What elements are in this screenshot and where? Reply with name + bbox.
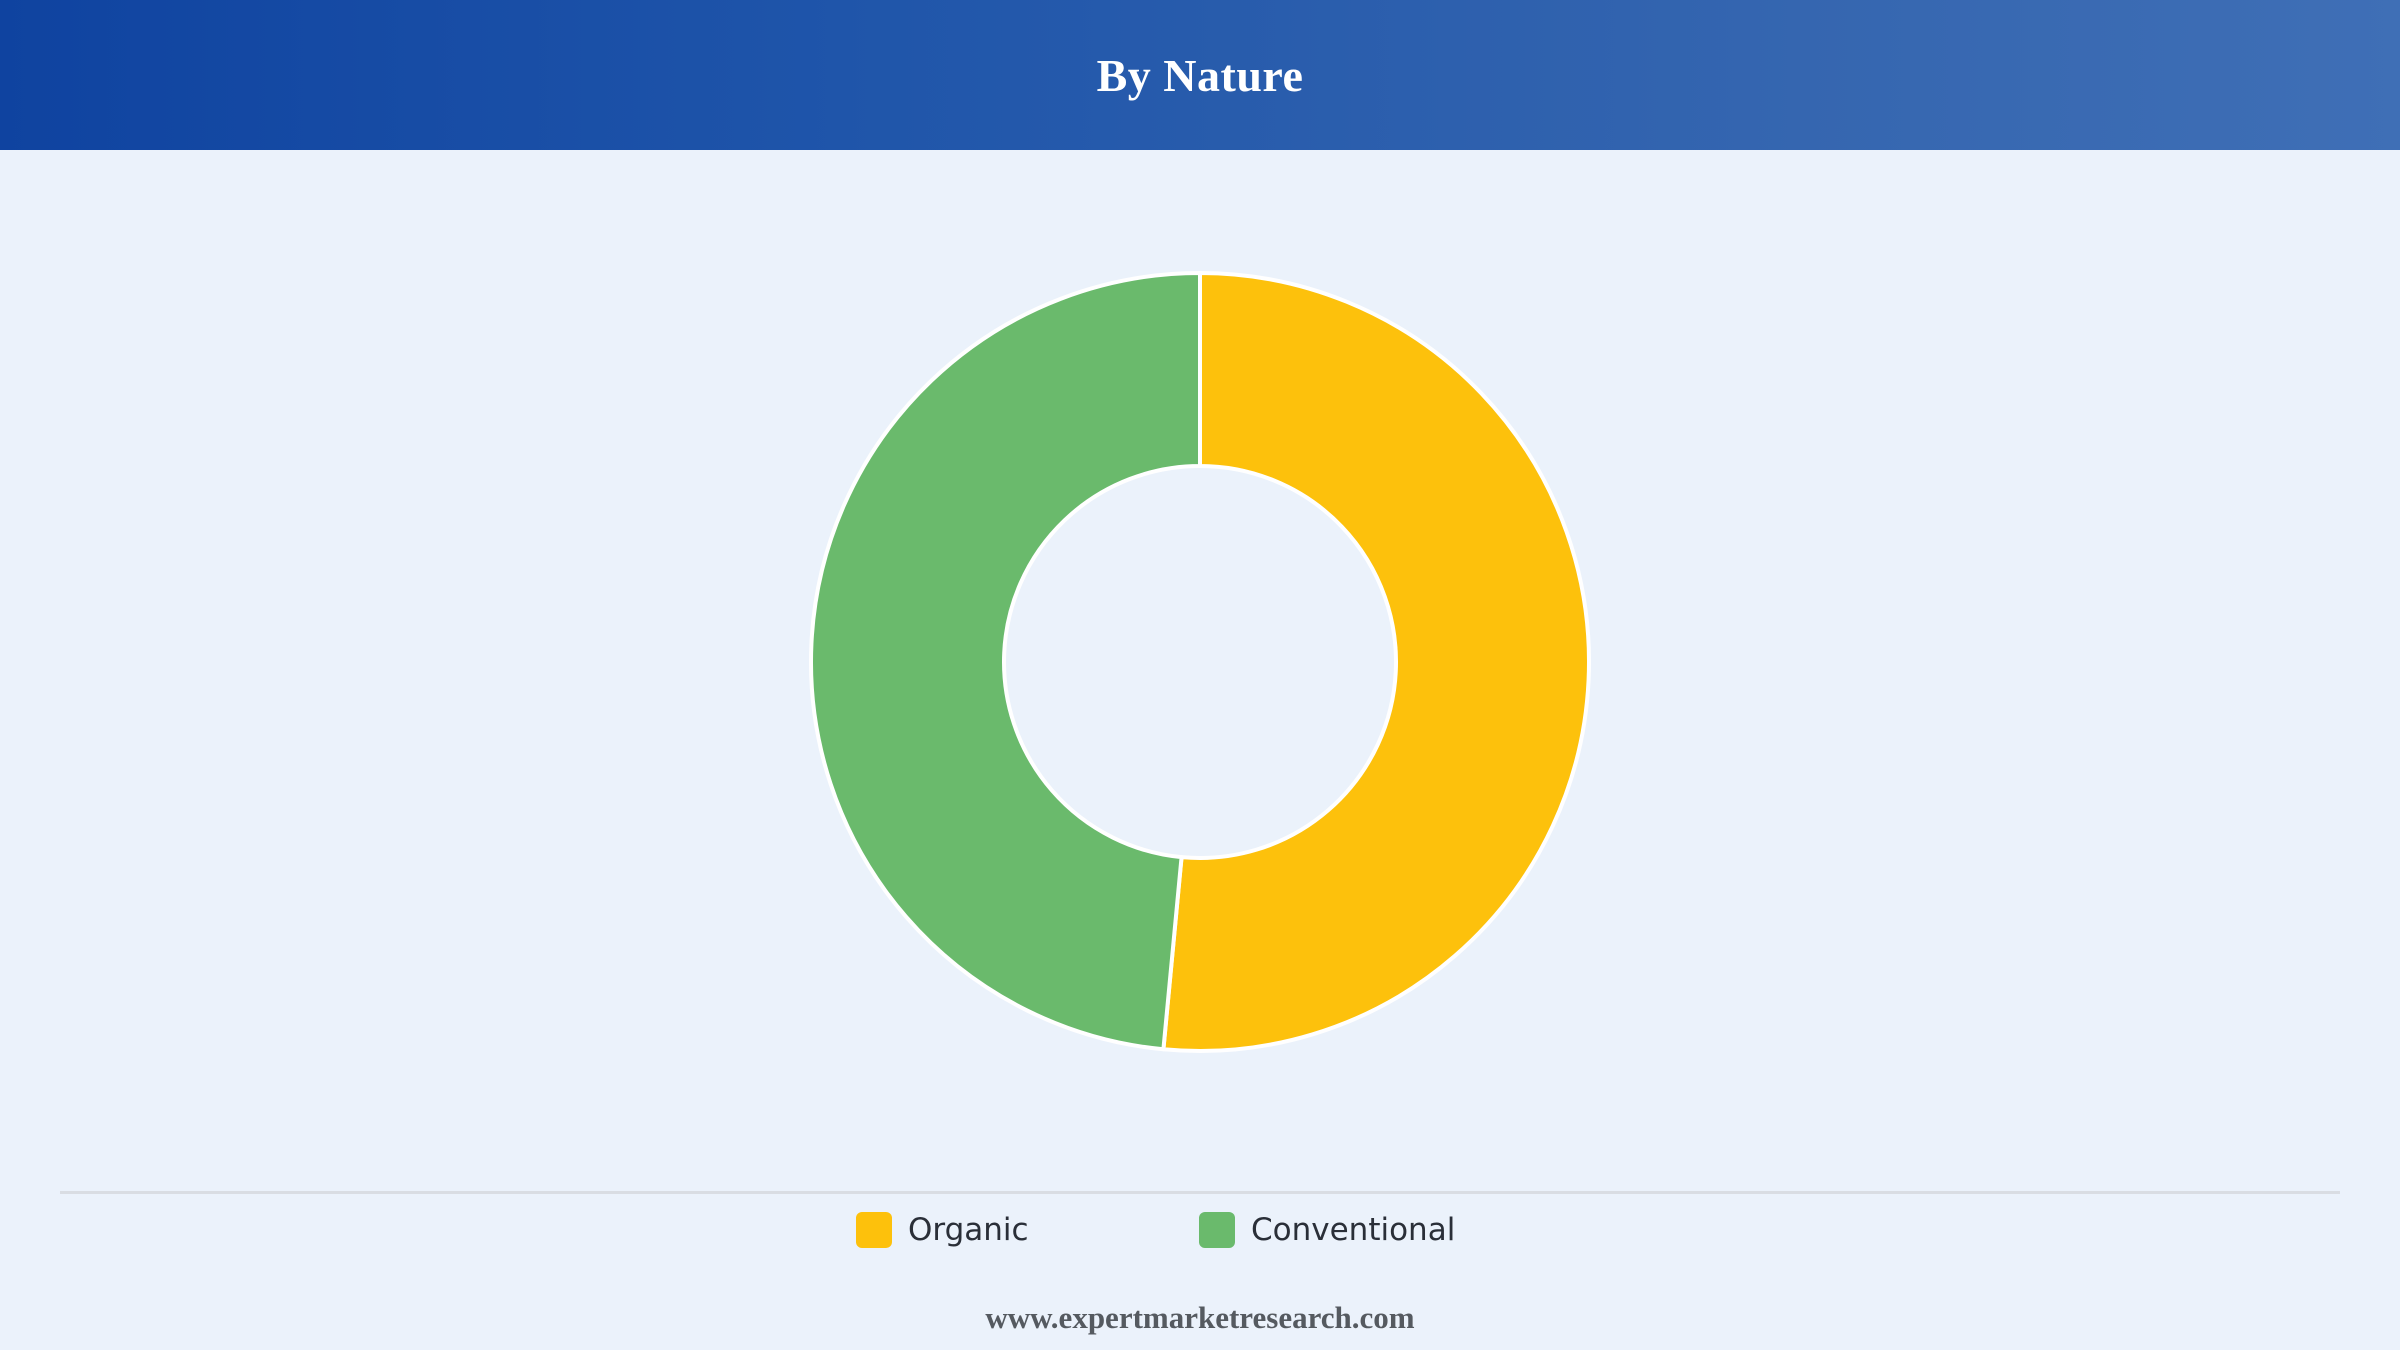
legend-swatch-conventional bbox=[1199, 1212, 1235, 1248]
chart-legend: Organic Conventional bbox=[0, 1210, 2400, 1250]
legend-item-organic: Organic bbox=[856, 1210, 1029, 1250]
chart-area bbox=[0, 150, 2400, 1170]
legend-label-conventional: Conventional bbox=[1251, 1212, 1456, 1248]
donut-slice-organic bbox=[1161, 271, 1591, 1053]
legend-divider bbox=[60, 1191, 2340, 1194]
legend-swatch-organic bbox=[856, 1212, 892, 1248]
chart-title: By Nature bbox=[1096, 49, 1304, 101]
source-url: www.expertmarketresearch.com bbox=[985, 1300, 1415, 1335]
legend-item-conventional: Conventional bbox=[1199, 1210, 1455, 1250]
donut-slice-conventional bbox=[809, 271, 1202, 1052]
donut-chart bbox=[809, 271, 1591, 1053]
chart-header: By Nature bbox=[0, 0, 2400, 150]
legend-label-organic: Organic bbox=[908, 1212, 1029, 1248]
